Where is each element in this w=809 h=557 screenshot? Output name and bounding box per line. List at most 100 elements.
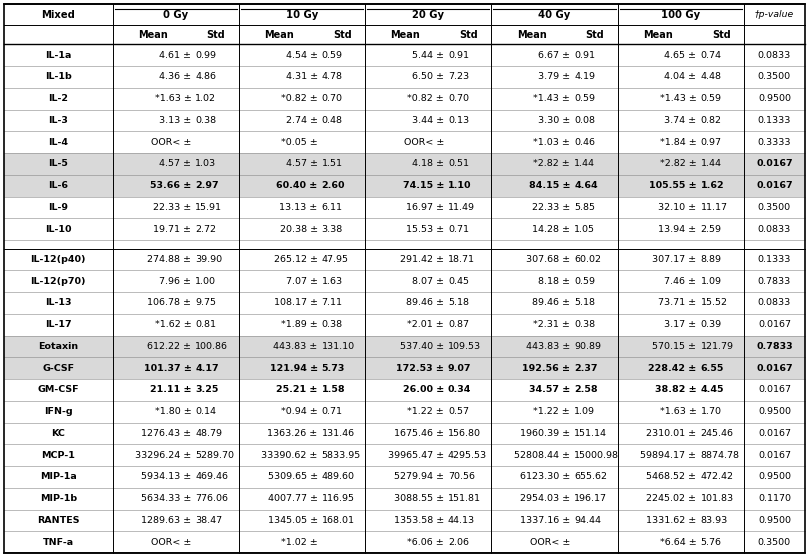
Text: GM-CSF: GM-CSF <box>37 385 79 394</box>
Text: 1353.58 ±: 1353.58 ± <box>394 516 444 525</box>
Text: IL-1a: IL-1a <box>45 51 71 60</box>
Text: 1.70: 1.70 <box>701 407 722 416</box>
Text: 4.31 ±: 4.31 ± <box>286 72 318 81</box>
Text: 196.17: 196.17 <box>574 494 608 503</box>
Text: 0.0833: 0.0833 <box>758 51 791 60</box>
Text: OOR< ±: OOR< ± <box>404 138 444 146</box>
Text: 73.71 ±: 73.71 ± <box>659 299 697 307</box>
Text: 0.38: 0.38 <box>574 320 595 329</box>
Text: *2.82 ±: *2.82 ± <box>533 159 570 168</box>
Text: Mean: Mean <box>643 30 673 40</box>
Text: IFN-g: IFN-g <box>44 407 73 416</box>
Text: 0.82: 0.82 <box>701 116 722 125</box>
Text: G-CSF: G-CSF <box>42 364 74 373</box>
Text: 0.3500: 0.3500 <box>758 72 791 81</box>
Text: 10 Gy: 10 Gy <box>286 9 318 19</box>
Text: 89.46 ±: 89.46 ± <box>532 299 570 307</box>
Text: 0.13: 0.13 <box>448 116 469 125</box>
Text: 0.71: 0.71 <box>448 224 469 234</box>
Text: 0.70: 0.70 <box>322 94 343 103</box>
Text: 2.74 ±: 2.74 ± <box>286 116 318 125</box>
Text: *2.01 ±: *2.01 ± <box>407 320 444 329</box>
Text: 156.80: 156.80 <box>448 429 481 438</box>
Text: 21.11 ±: 21.11 ± <box>150 385 192 394</box>
Text: 3.30 ±: 3.30 ± <box>538 116 570 125</box>
Text: 7.23: 7.23 <box>448 72 469 81</box>
Text: 14.28 ±: 14.28 ± <box>532 224 570 234</box>
Text: 0.1333: 0.1333 <box>758 116 791 125</box>
Text: 7.07 ±: 7.07 ± <box>286 277 318 286</box>
Text: 5.85: 5.85 <box>574 203 595 212</box>
Text: Std: Std <box>460 30 478 40</box>
Text: 0.99: 0.99 <box>196 51 216 60</box>
Text: 0.0833: 0.0833 <box>758 224 791 234</box>
Text: 307.68 ±: 307.68 ± <box>526 255 570 264</box>
Text: 94.44: 94.44 <box>574 516 601 525</box>
Text: 1.44: 1.44 <box>574 159 595 168</box>
Text: 5289.70: 5289.70 <box>196 451 235 460</box>
Text: 0.0167: 0.0167 <box>758 385 791 394</box>
Text: 5309.65 ±: 5309.65 ± <box>268 472 318 481</box>
Text: 84.15 ±: 84.15 ± <box>529 181 570 190</box>
Text: Std: Std <box>333 30 352 40</box>
Text: 2.60: 2.60 <box>322 181 345 190</box>
Text: 4.57 ±: 4.57 ± <box>286 159 318 168</box>
Text: 0.3500: 0.3500 <box>758 203 791 212</box>
Text: Mean: Mean <box>391 30 421 40</box>
Text: 1.51: 1.51 <box>322 159 343 168</box>
Text: 4.54 ±: 4.54 ± <box>286 51 318 60</box>
Text: MCP-1: MCP-1 <box>41 451 75 460</box>
Bar <box>4 175 805 197</box>
Text: 39965.47 ±: 39965.47 ± <box>388 451 444 460</box>
Text: 1.63: 1.63 <box>322 277 343 286</box>
Text: Std: Std <box>712 30 731 40</box>
Text: 70.56: 70.56 <box>448 472 475 481</box>
Text: 0.91: 0.91 <box>448 51 469 60</box>
Text: 48.79: 48.79 <box>196 429 222 438</box>
Text: *2.31 ±: *2.31 ± <box>533 320 570 329</box>
Text: 4.78: 4.78 <box>322 72 343 81</box>
Text: MIP-1b: MIP-1b <box>40 494 77 503</box>
Text: *6.64 ±: *6.64 ± <box>659 538 697 546</box>
Text: 3.44 ±: 3.44 ± <box>412 116 444 125</box>
Text: 612.22 ±: 612.22 ± <box>147 342 192 351</box>
Text: 3.13 ±: 3.13 ± <box>159 116 192 125</box>
Text: 20 Gy: 20 Gy <box>412 9 444 19</box>
Text: 1363.26 ±: 1363.26 ± <box>268 429 318 438</box>
Text: 2.59: 2.59 <box>701 224 722 234</box>
Text: 0.97: 0.97 <box>701 138 722 146</box>
Text: *1.89 ±: *1.89 ± <box>281 320 318 329</box>
Text: 274.88 ±: 274.88 ± <box>147 255 192 264</box>
Text: 0.1333: 0.1333 <box>758 255 791 264</box>
Text: 0.38: 0.38 <box>196 116 217 125</box>
Text: 4.64: 4.64 <box>574 181 598 190</box>
Text: 7.46 ±: 7.46 ± <box>664 277 697 286</box>
Bar <box>4 357 805 379</box>
Text: 13.94 ±: 13.94 ± <box>659 224 697 234</box>
Text: 4.61 ±: 4.61 ± <box>159 51 192 60</box>
Text: 1289.63 ±: 1289.63 ± <box>142 516 192 525</box>
Text: 307.17 ±: 307.17 ± <box>652 255 697 264</box>
Text: 131.46: 131.46 <box>322 429 355 438</box>
Text: 6.55: 6.55 <box>701 364 724 373</box>
Text: OOR< ±: OOR< ± <box>151 138 192 146</box>
Text: 90.89: 90.89 <box>574 342 601 351</box>
Text: 3.79 ±: 3.79 ± <box>538 72 570 81</box>
Text: 44.13: 44.13 <box>448 516 475 525</box>
Text: 3.74 ±: 3.74 ± <box>664 116 697 125</box>
Text: 1.09: 1.09 <box>574 407 595 416</box>
Text: *0.94 ±: *0.94 ± <box>281 407 318 416</box>
Text: *2.82 ±: *2.82 ± <box>659 159 697 168</box>
Text: 9.07: 9.07 <box>448 364 472 373</box>
Text: 60.40 ±: 60.40 ± <box>277 181 318 190</box>
Text: 101.83: 101.83 <box>701 494 734 503</box>
Text: 1.03: 1.03 <box>196 159 217 168</box>
Text: 18.71: 18.71 <box>448 255 475 264</box>
Text: 0.57: 0.57 <box>448 407 469 416</box>
Text: 4.65 ±: 4.65 ± <box>664 51 697 60</box>
Text: 13.13 ±: 13.13 ± <box>279 203 318 212</box>
Text: 4007.77 ±: 4007.77 ± <box>268 494 318 503</box>
Text: 2954.03 ±: 2954.03 ± <box>520 494 570 503</box>
Text: 8.18 ±: 8.18 ± <box>538 277 570 286</box>
Text: 106.78 ±: 106.78 ± <box>147 299 192 307</box>
